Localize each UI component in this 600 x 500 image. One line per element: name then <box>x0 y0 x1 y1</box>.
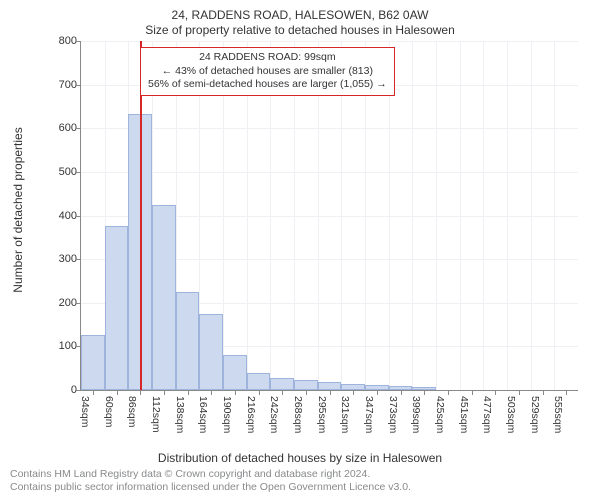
x-tick-label: 399sqm <box>410 396 422 433</box>
y-tick-mark <box>76 85 81 86</box>
x-tick-mark <box>353 390 354 395</box>
x-tick-label: 555sqm <box>552 396 564 433</box>
y-tick-mark <box>76 128 81 129</box>
x-tick-label: 321sqm <box>339 396 351 433</box>
gridline-v <box>507 41 508 390</box>
histogram-bar <box>176 292 200 390</box>
x-tick-label: 60sqm <box>103 396 115 428</box>
histogram-bar <box>81 335 105 390</box>
histogram-bar <box>294 380 318 390</box>
x-tick-label: 190sqm <box>221 396 233 433</box>
y-tick-mark <box>76 41 81 42</box>
x-tick-mark <box>259 390 260 395</box>
info-line-2: ← 43% of detached houses are smaller (81… <box>148 65 387 79</box>
gridline-h <box>81 41 578 42</box>
footer-attribution: Contains HM Land Registry data © Crown c… <box>10 468 411 494</box>
gridline-v <box>531 41 532 390</box>
x-tick-label: 242sqm <box>268 396 280 433</box>
x-tick-mark <box>424 390 425 395</box>
x-tick-label: 216sqm <box>245 396 257 433</box>
x-tick-mark <box>330 390 331 395</box>
chart-title-sub: Size of property relative to detached ho… <box>10 23 590 37</box>
histogram-bar <box>318 382 342 390</box>
histogram-bar <box>247 373 271 390</box>
x-tick-mark <box>377 390 378 395</box>
x-tick-mark <box>401 390 402 395</box>
x-tick-label: 138sqm <box>174 396 186 433</box>
x-tick-label: 529sqm <box>529 396 541 433</box>
x-tick-mark <box>93 390 94 395</box>
gridline-h <box>81 128 578 129</box>
x-tick-mark <box>566 390 567 395</box>
x-tick-label: 503sqm <box>505 396 517 433</box>
x-tick-label: 477sqm <box>481 396 493 433</box>
x-tick-mark <box>211 390 212 395</box>
y-tick-mark <box>76 216 81 217</box>
x-tick-mark <box>117 390 118 395</box>
gridline-v <box>436 41 437 390</box>
gridline-h <box>81 172 578 173</box>
y-tick-mark <box>76 259 81 260</box>
gridline-v <box>460 41 461 390</box>
x-tick-mark <box>164 390 165 395</box>
histogram-bar <box>152 205 176 390</box>
y-tick-mark <box>76 172 81 173</box>
x-tick-label: 451sqm <box>458 396 470 433</box>
gridline-v <box>554 41 555 390</box>
gridline-v <box>412 41 413 390</box>
x-tick-label: 86sqm <box>126 396 138 428</box>
info-line-1: 24 RADDENS ROAD: 99sqm <box>148 51 387 65</box>
x-tick-label: 425sqm <box>434 396 446 433</box>
chart-container: 24, RADDENS ROAD, HALESOWEN, B62 0AW Siz… <box>0 0 600 500</box>
y-axis-label: Number of detached properties <box>11 127 25 292</box>
x-axis-label: Distribution of detached houses by size … <box>10 451 590 465</box>
x-tick-label: 347sqm <box>363 396 375 433</box>
x-tick-mark <box>519 390 520 395</box>
x-tick-label: 112sqm <box>150 396 162 433</box>
x-tick-mark <box>472 390 473 395</box>
x-tick-label: 164sqm <box>197 396 209 433</box>
histogram-bar <box>105 226 129 390</box>
chart-title-main: 24, RADDENS ROAD, HALESOWEN, B62 0AW <box>10 8 590 22</box>
x-tick-mark <box>140 390 141 395</box>
marker-info-box: 24 RADDENS ROAD: 99sqm ← 43% of detached… <box>140 47 395 96</box>
x-tick-label: 373sqm <box>387 396 399 433</box>
y-tick-mark <box>76 303 81 304</box>
footer-line-1: Contains HM Land Registry data © Crown c… <box>10 468 411 481</box>
x-tick-mark <box>306 390 307 395</box>
x-tick-label: 295sqm <box>316 396 328 433</box>
x-tick-mark <box>448 390 449 395</box>
x-tick-label: 34sqm <box>79 396 91 428</box>
histogram-bar <box>223 355 247 390</box>
chart-plot-area: 010020030040050060070080034sqm60sqm86sqm… <box>80 41 578 391</box>
info-line-3: 56% of semi-detached houses are larger (… <box>148 78 387 92</box>
histogram-bar <box>199 314 223 390</box>
x-tick-mark <box>235 390 236 395</box>
histogram-bar <box>270 378 294 390</box>
x-tick-mark <box>495 390 496 395</box>
x-tick-mark <box>282 390 283 395</box>
footer-line-2: Contains public sector information licen… <box>10 481 411 494</box>
x-tick-mark <box>543 390 544 395</box>
x-tick-mark <box>188 390 189 395</box>
y-tick-mark <box>76 390 81 391</box>
gridline-v <box>483 41 484 390</box>
x-tick-label: 268sqm <box>292 396 304 433</box>
